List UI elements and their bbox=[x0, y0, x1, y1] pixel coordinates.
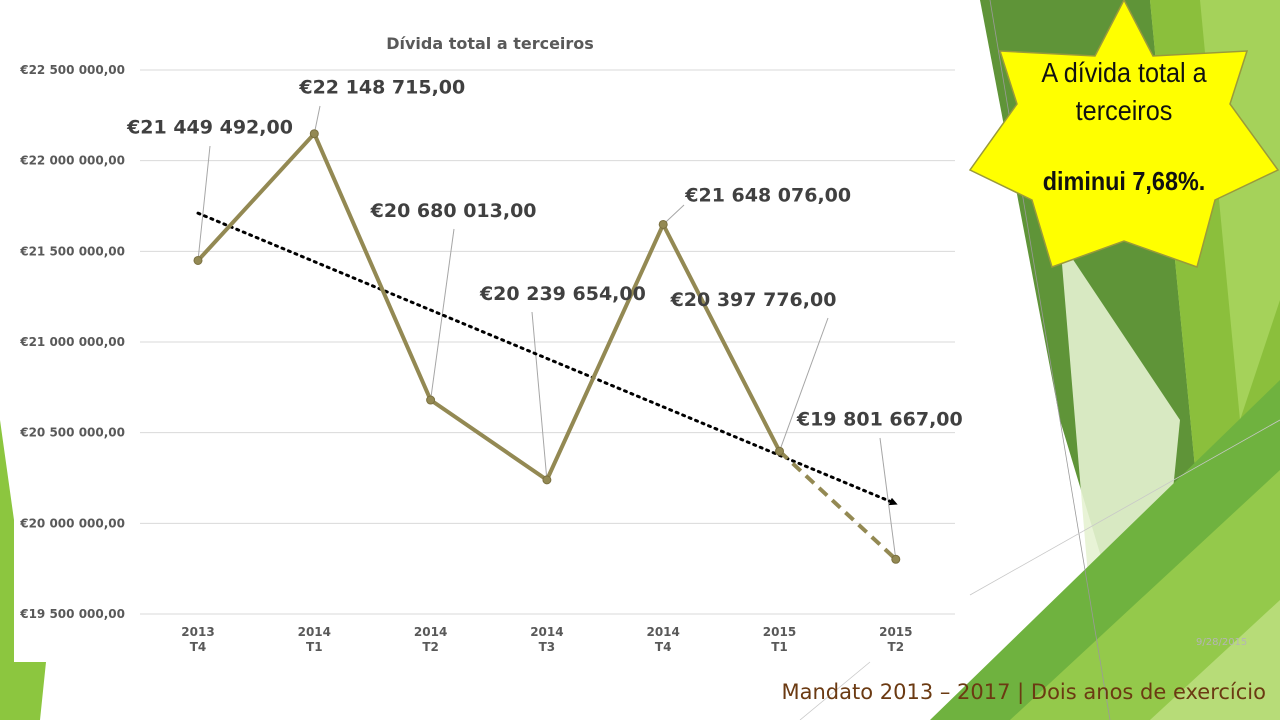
data-label-leader bbox=[662, 204, 685, 225]
data-label: €20 397 776,00 bbox=[670, 289, 837, 311]
series-line-group bbox=[196, 131, 898, 561]
thin-diagonal-2 bbox=[969, 419, 1280, 596]
bottom-facet-2 bbox=[1010, 470, 1280, 720]
data-point bbox=[426, 395, 436, 405]
y-tick-label: €21 500 000,00 bbox=[19, 244, 125, 258]
data-label: €20 239 654,00 bbox=[479, 283, 646, 305]
data-label: €21 648 076,00 bbox=[684, 184, 851, 206]
gridlines bbox=[140, 69, 955, 615]
series-line-dashed-segment bbox=[778, 449, 898, 561]
trendline-group bbox=[196, 211, 898, 506]
thin-diagonal-3 bbox=[799, 661, 871, 720]
data-label: €21 449 492,00 bbox=[126, 116, 293, 138]
data-label: €20 680 013,00 bbox=[370, 200, 537, 222]
series-line bbox=[196, 131, 782, 482]
chart-title: Dívida total a terceiros bbox=[386, 34, 594, 53]
data-points bbox=[193, 129, 901, 564]
x-tick-label: 2014 T2 bbox=[414, 625, 447, 654]
data-label-leaders bbox=[197, 105, 897, 560]
x-tick-label: 2014 T3 bbox=[530, 625, 563, 654]
data-label: €22 148 715,00 bbox=[298, 77, 465, 99]
data-point bbox=[775, 446, 784, 456]
trendline bbox=[196, 211, 898, 506]
data-label-leader bbox=[197, 145, 211, 261]
callout-text: A dívida total a terceiros diminui 7,68%… bbox=[1010, 54, 1238, 200]
y-axis-tick-labels: €22 500 000,00 €22 000 000,00 €21 500 000,… bbox=[19, 63, 125, 621]
y-tick-label: €22 500 000,00 bbox=[19, 63, 125, 77]
x-axis-tick-labels: 2013 T4 2014 T1 2014 T2 2014 T3 2014 T4 2015 T1 2015… bbox=[181, 625, 912, 654]
data-label-leader bbox=[879, 437, 897, 560]
callout-line-2: diminui 7,68%. bbox=[1042, 166, 1206, 196]
slide-date: 9/28/2015 bbox=[1196, 637, 1248, 648]
y-tick-label: €20 000 000,00 bbox=[19, 516, 125, 530]
data-point bbox=[891, 554, 901, 564]
data-point bbox=[658, 219, 668, 229]
y-tick-label: €21 000 000,00 bbox=[19, 335, 125, 349]
slide-footer: Mandato 2013 – 2017 | Dois anos de exerc… bbox=[781, 680, 1267, 704]
x-tick-label: 2015 T2 bbox=[879, 625, 912, 654]
x-tick-label: 2015 T1 bbox=[763, 625, 796, 654]
x-tick-label: 2013 T4 bbox=[181, 625, 214, 654]
data-point bbox=[542, 475, 552, 485]
data-labels: €21 449 492,00€22 148 715,00 €20 680 013,… bbox=[126, 77, 963, 431]
data-point bbox=[193, 255, 203, 265]
data-label-leader bbox=[531, 311, 548, 480]
left-green-stripe bbox=[0, 420, 46, 720]
callout-line-1: A dívida total a terceiros bbox=[1041, 57, 1207, 126]
y-tick-label: €20 500 000,00 bbox=[19, 426, 125, 440]
data-label-leader bbox=[313, 105, 321, 134]
data-label-leader bbox=[430, 228, 455, 401]
x-tick-label: 2014 T1 bbox=[298, 625, 331, 654]
data-label: €19 801 667,00 bbox=[796, 408, 963, 430]
y-tick-label: €22 000 000,00 bbox=[19, 154, 125, 168]
y-tick-label: €19 500 000,00 bbox=[19, 607, 125, 621]
x-tick-label: 2014 T4 bbox=[646, 625, 679, 654]
bottom-facet-3 bbox=[1150, 600, 1280, 720]
star-callout bbox=[968, 0, 1280, 268]
data-point bbox=[309, 129, 319, 139]
data-label-leader bbox=[779, 317, 829, 452]
